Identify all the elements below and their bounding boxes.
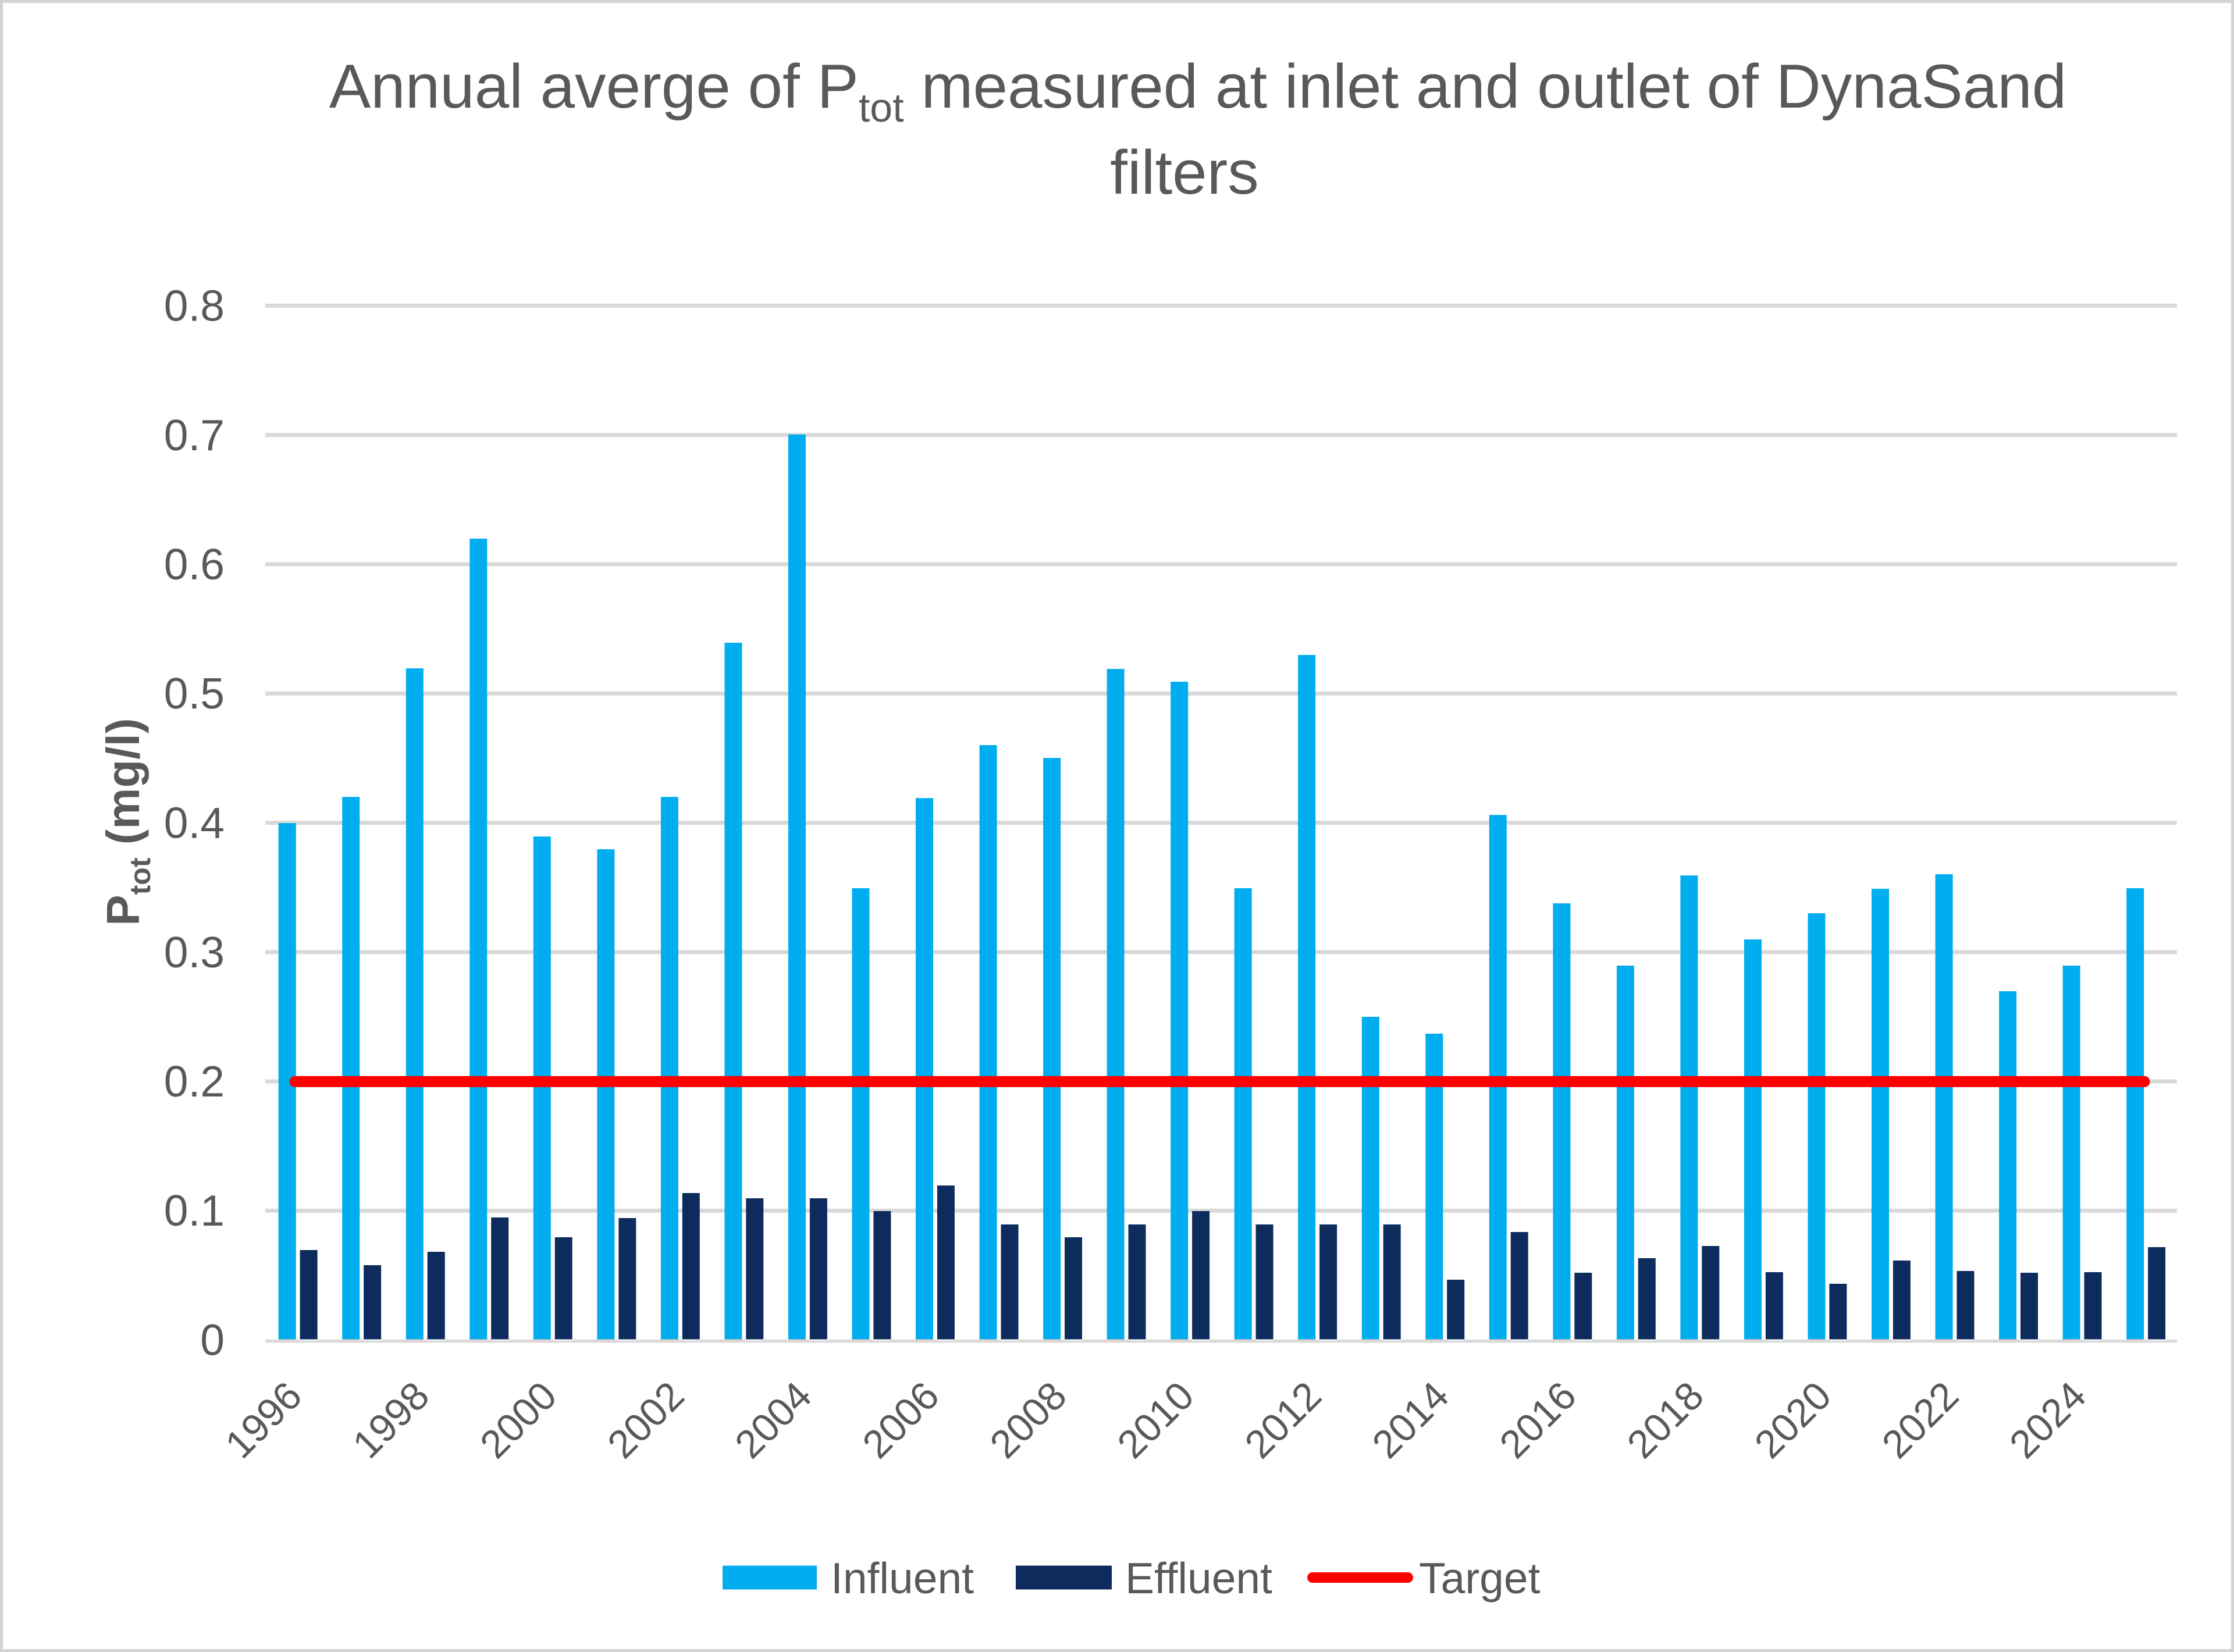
svg-text:0.1: 0.1: [164, 1186, 225, 1235]
svg-text:Target: Target: [1419, 1554, 1541, 1603]
svg-text:0.8: 0.8: [164, 282, 225, 330]
svg-text:0.2: 0.2: [164, 1057, 225, 1106]
svg-text:0.5: 0.5: [164, 669, 225, 718]
svg-text:0.7: 0.7: [164, 411, 225, 460]
svg-text:Influent: Influent: [831, 1554, 974, 1603]
svg-text:0.3: 0.3: [164, 928, 225, 977]
svg-text:filters: filters: [1110, 137, 1259, 207]
svg-text:0.4: 0.4: [164, 799, 225, 848]
svg-text:Effluent: Effluent: [1125, 1554, 1272, 1603]
svg-text:0.6: 0.6: [164, 540, 225, 589]
svg-text:0: 0: [200, 1316, 225, 1365]
svg-text:Annual averge of Ptot measured: Annual averge of Ptot measured at inlet …: [329, 51, 2067, 130]
